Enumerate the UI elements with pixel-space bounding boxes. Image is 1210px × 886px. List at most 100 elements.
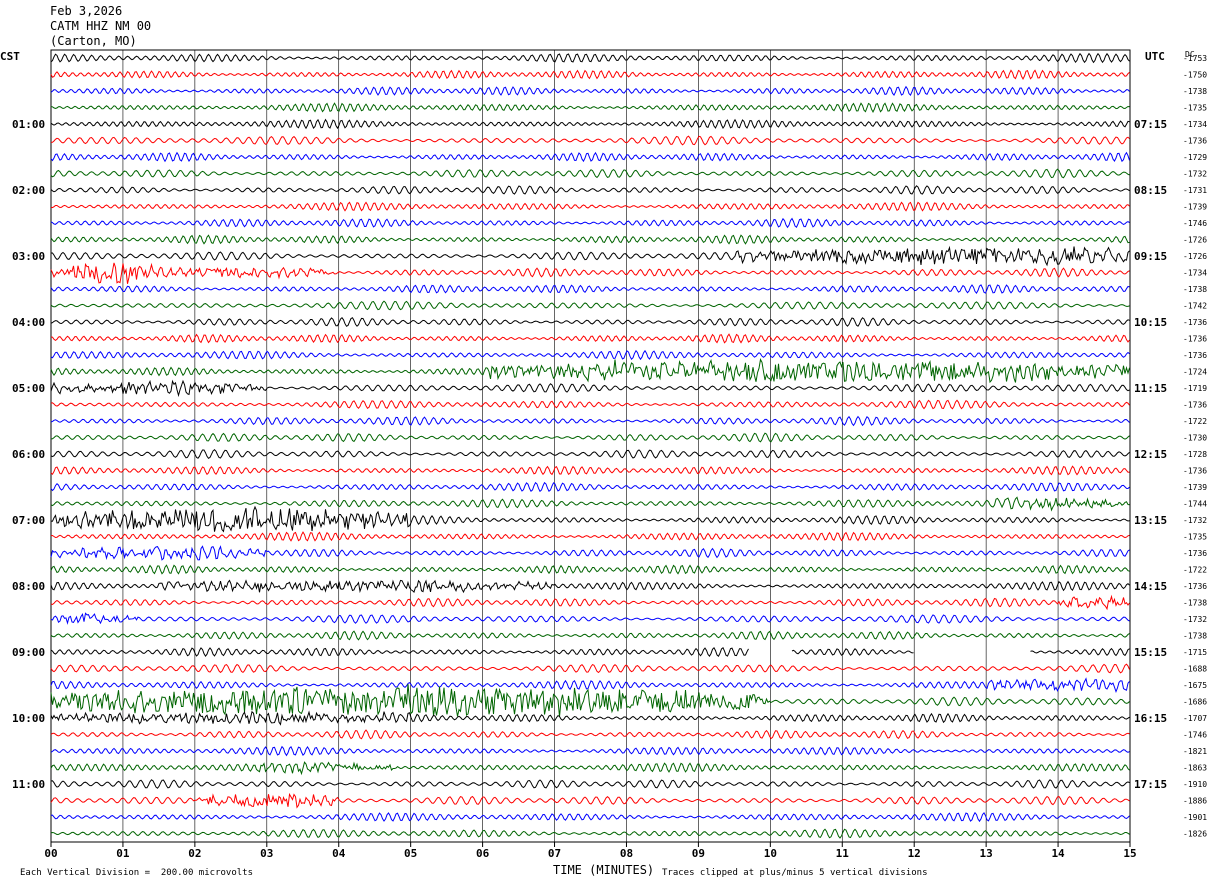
trace-row-32	[50, 579, 1130, 594]
dc-offset-label: -1732	[1183, 170, 1207, 179]
dc-offset-label: -1724	[1183, 368, 1207, 377]
utc-hour-label: 10:15	[1134, 316, 1167, 329]
trace-row-10	[50, 217, 1130, 229]
trace-row-34	[50, 612, 1130, 625]
scale-note: Each Vertical Division = 200.00 microvol…	[20, 868, 253, 878]
trace-row-20	[50, 379, 1130, 398]
cst-hour-label: 03:00	[12, 250, 45, 263]
dc-offset-label: -1732	[1183, 516, 1207, 525]
trace-row-21	[50, 399, 1130, 410]
dc-offset-label: -1750	[1183, 71, 1207, 80]
dc-offset-label: -1901	[1183, 813, 1207, 822]
trace-row-31	[50, 564, 1130, 575]
x-tick-label: 12	[908, 847, 921, 860]
trace-row-25	[50, 465, 1130, 476]
trace-row-39	[50, 683, 1130, 717]
dc-offset-label: -1736	[1183, 335, 1207, 344]
date-label: Feb 3,2026	[50, 4, 123, 18]
dc-offset-label: -1746	[1183, 219, 1207, 228]
trace-row-15	[50, 300, 1130, 311]
dc-offset-label: -1734	[1183, 120, 1207, 129]
dc-offset-label: -1863	[1183, 764, 1207, 773]
dc-offset-label: -1675	[1183, 681, 1207, 690]
cst-hour-label: 07:00	[12, 514, 45, 527]
utc-hour-label: 12:15	[1134, 448, 1167, 461]
dc-offset-label: -1707	[1183, 714, 1207, 723]
trace-row-24	[50, 449, 1130, 459]
trace-row-37	[50, 663, 1130, 674]
trace-row-3	[50, 102, 1130, 113]
x-tick-label: 14	[1051, 847, 1065, 860]
dc-offset-label: -1722	[1183, 566, 1207, 575]
station-label: CATM HHZ NM 00	[50, 19, 152, 33]
dc-offset-label: -1746	[1183, 731, 1207, 740]
dc-offset-label: -1730	[1183, 434, 1207, 443]
trace-row-11	[50, 234, 1130, 245]
x-tick-label: 11	[836, 847, 850, 860]
trace-row-12	[51, 245, 1130, 267]
trace-row-4	[50, 118, 1130, 130]
trace-row-46	[50, 811, 1130, 823]
trace-row-6	[50, 151, 1130, 163]
utc-hour-label: 11:15	[1134, 382, 1167, 395]
utc-hour-label: 13:15	[1134, 514, 1167, 527]
trace-row-26	[50, 481, 1130, 493]
dc-label: DC	[1185, 50, 1195, 59]
dc-offset-label: -1686	[1183, 698, 1207, 707]
x-tick-label: 15	[1123, 847, 1136, 860]
trace-row-47	[50, 828, 1130, 839]
utc-hour-label: 09:15	[1134, 250, 1167, 263]
dc-offset-label: -1735	[1183, 533, 1207, 542]
x-tick-label: 10	[764, 847, 777, 860]
trace-row-40	[50, 710, 1130, 726]
dc-offset-label: -1738	[1183, 285, 1207, 294]
x-tick-label: 04	[332, 847, 346, 860]
trace-row-41	[50, 729, 1130, 740]
trace-row-7	[50, 168, 1130, 179]
dc-offset-label: -1739	[1183, 203, 1207, 212]
dc-offset-label: -1738	[1183, 632, 1207, 641]
utc-hour-label: 14:15	[1134, 580, 1167, 593]
trace-row-27	[50, 496, 1130, 512]
dc-offset-label: -1738	[1183, 599, 1207, 608]
utc-label: UTC	[1145, 50, 1165, 63]
x-tick-label: 08	[620, 847, 633, 860]
cst-hour-label: 06:00	[12, 448, 45, 461]
trace-row-18	[50, 349, 1130, 361]
trace-row-45	[50, 792, 1130, 809]
utc-hour-label: 15:15	[1134, 646, 1167, 659]
cst-label: CST	[0, 50, 20, 63]
dc-offset-label: -1753	[1183, 54, 1207, 63]
trace-row-35	[50, 630, 1130, 641]
trace-row-33	[50, 594, 1130, 611]
trace-row-28	[50, 505, 1130, 533]
dc-offset-label: -1742	[1183, 302, 1207, 311]
dc-offset-label: -1728	[1183, 450, 1207, 459]
trace-row-8	[50, 185, 1130, 195]
cst-hour-label: 09:00	[12, 646, 45, 659]
trace-row-42	[50, 745, 1130, 757]
dc-offset-label: -1739	[1183, 483, 1207, 492]
x-axis-label: TIME (MINUTES)	[553, 863, 655, 877]
dc-offset-label: -1731	[1183, 186, 1207, 195]
x-tick-label: 06	[476, 847, 490, 860]
dc-offset-label: -1738	[1183, 87, 1207, 96]
dc-offset-label: -1910	[1183, 780, 1207, 789]
dc-offset-label: -1736	[1183, 137, 1207, 146]
trace-row-43	[50, 761, 1130, 776]
x-tick-label: 13	[980, 847, 993, 860]
trace-row-44	[50, 779, 1130, 789]
cst-hour-label: 02:00	[12, 184, 45, 197]
trace-row-14	[50, 284, 1130, 294]
trace-row-23	[50, 432, 1130, 443]
x-tick-label: 02	[188, 847, 201, 860]
cst-hour-label: 01:00	[12, 118, 45, 131]
dc-offset-label: -1736	[1183, 318, 1207, 327]
cst-hour-label: 05:00	[12, 382, 45, 395]
trace-row-29	[50, 531, 1130, 542]
dc-offset-label: -1736	[1183, 351, 1207, 360]
x-tick-label: 03	[260, 847, 273, 860]
trace-row-17	[50, 333, 1130, 344]
trace-row-1	[50, 69, 1130, 80]
